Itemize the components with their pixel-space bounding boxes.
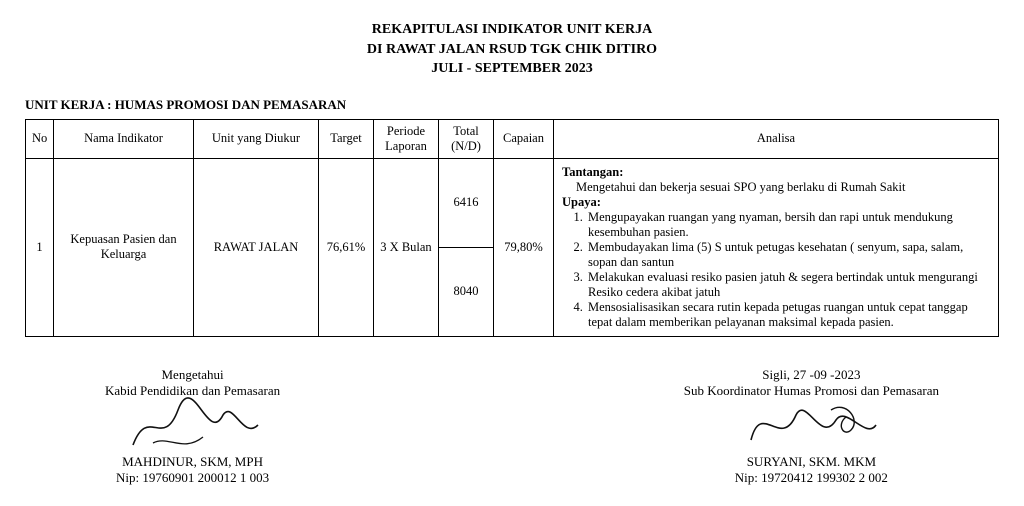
upaya-item: Mensosialisasikan secara rutin kepada pe… [586, 300, 990, 330]
cell-nama: Kepuasan Pasien dan Keluarga [54, 158, 194, 336]
cell-total-d: 8040 [439, 247, 494, 336]
cell-periode: 3 X Bulan [374, 158, 439, 336]
cell-total-n: 6416 [439, 158, 494, 247]
unit-kerja-label: UNIT KERJA : HUMAS PROMOSI DAN PEMASARAN [25, 97, 999, 113]
th-capaian: Capaian [494, 119, 554, 158]
cell-no: 1 [26, 158, 54, 336]
sig-right-name: SURYANI, SKM. MKM [684, 454, 939, 470]
th-unit: Unit yang Diukur [194, 119, 319, 158]
sig-left-line1: Mengetahui [105, 367, 280, 383]
cell-unit: RAWAT JALAN [194, 158, 319, 336]
doc-header: REKAPITULASI INDIKATOR UNIT KERJA DI RAW… [25, 20, 999, 79]
upaya-item: Membudayakan lima (5) S untuk petugas ke… [586, 240, 990, 270]
upaya-item: Melakukan evaluasi resiko pasien jatuh &… [586, 270, 990, 300]
signature-row: Mengetahui Kabid Pendidikan dan Pemasara… [25, 367, 999, 486]
tantangan-label: Tantangan: [562, 165, 990, 180]
sig-left-nip: Nip: 19760901 200012 1 003 [105, 470, 280, 486]
signature-left: Mengetahui Kabid Pendidikan dan Pemasara… [105, 367, 280, 486]
upaya-list: Mengupayakan ruangan yang nyaman, bersih… [562, 210, 990, 330]
sig-right-nip: Nip: 19720412 199302 2 002 [684, 470, 939, 486]
sig-right-date: Sigli, 27 -09 -2023 [684, 367, 939, 383]
signature-icon [736, 395, 886, 455]
signature-icon [123, 395, 263, 455]
header-line-1: REKAPITULASI INDIKATOR UNIT KERJA [25, 20, 999, 40]
cell-target: 76,61% [319, 158, 374, 336]
cell-analisa: Tantangan: Mengetahui dan bekerja sesuai… [554, 158, 999, 336]
header-line-3: JULI - SEPTEMBER 2023 [25, 59, 999, 79]
th-total: Total (N/D) [439, 119, 494, 158]
table-row: 1 Kepuasan Pasien dan Keluarga RAWAT JAL… [26, 158, 999, 247]
indicator-table: No Nama Indikator Unit yang Diukur Targe… [25, 119, 999, 337]
upaya-item: Mengupayakan ruangan yang nyaman, bersih… [586, 210, 990, 240]
signature-right: Sigli, 27 -09 -2023 Sub Koordinator Huma… [684, 367, 939, 486]
th-nama: Nama Indikator [54, 119, 194, 158]
th-periode: Periode Laporan [374, 119, 439, 158]
sig-left-line2: Kabid Pendidikan dan Pemasaran [105, 383, 280, 399]
table-header-row: No Nama Indikator Unit yang Diukur Targe… [26, 119, 999, 158]
th-no: No [26, 119, 54, 158]
th-target: Target [319, 119, 374, 158]
cell-capaian: 79,80% [494, 158, 554, 336]
tantangan-text: Mengetahui dan bekerja sesuai SPO yang b… [576, 180, 990, 195]
th-analisa: Analisa [554, 119, 999, 158]
sig-right-line2: Sub Koordinator Humas Promosi dan Pemasa… [684, 383, 939, 399]
header-line-2: DI RAWAT JALAN RSUD TGK CHIK DITIRO [25, 40, 999, 60]
upaya-label: Upaya: [562, 195, 990, 210]
sig-left-name: MAHDINUR, SKM, MPH [105, 454, 280, 470]
